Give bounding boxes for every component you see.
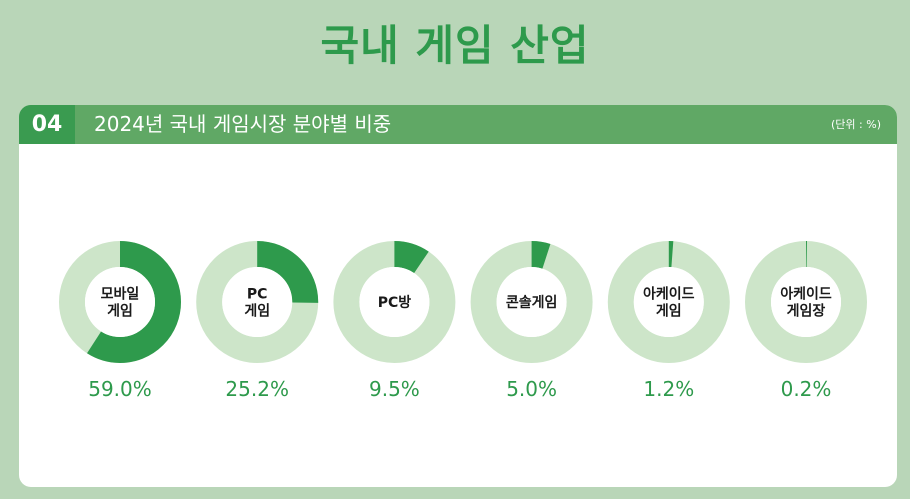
category-label: PC xyxy=(247,287,268,303)
category-label: 게임 xyxy=(656,304,682,320)
donut-slice xyxy=(333,241,456,363)
donut-slice xyxy=(745,241,867,363)
donut-slice xyxy=(196,241,319,363)
value-label: 5.0% xyxy=(506,377,557,401)
donut-hole xyxy=(633,267,704,337)
donut-hole xyxy=(85,267,155,337)
category-label: 콘솔게임 xyxy=(506,295,558,311)
donut-hole xyxy=(496,267,567,337)
donut-3: PC방 9.5% xyxy=(333,241,456,401)
value-label: 0.2% xyxy=(781,377,832,401)
category-label: 모바일 xyxy=(101,287,140,303)
donut-slice xyxy=(470,241,593,363)
value-label: 25.2% xyxy=(225,377,289,401)
section-number: 04 xyxy=(19,105,75,144)
category-label: PC방 xyxy=(378,294,412,311)
category-label: 아케이드 xyxy=(643,286,695,303)
value-label: 1.2% xyxy=(643,377,694,401)
donut-chart: 모바일게임59.0%PC게임25.2%PC방9.5%콘솔게임5.0%아케이드게임… xyxy=(59,241,867,401)
category-label: 아케이드 xyxy=(780,286,832,303)
unit-note: (단위 : %) xyxy=(831,118,881,131)
donut-slice xyxy=(607,241,730,363)
value-label: 59.0% xyxy=(88,377,152,401)
donut-hole xyxy=(359,267,430,337)
category-label: 게임장 xyxy=(787,303,826,320)
chart-card: 04 2024년 국내 게임시장 분야별 비중 (단위 : %) 모바일 게임 59… xyxy=(19,105,897,487)
donut-slice xyxy=(59,241,181,363)
category-label: 게임 xyxy=(107,304,133,320)
category-label: 게임 xyxy=(244,304,270,320)
section-title: 2024년 국내 게임시장 분야별 비중 xyxy=(94,112,392,136)
value-label: 9.5% xyxy=(369,377,420,401)
card-header: 04 2024년 국내 게임시장 분야별 비중 (단위 : %) xyxy=(19,105,897,144)
donut-hole xyxy=(771,267,841,337)
page-title: 국내 게임 산업 xyxy=(320,21,590,70)
donut-hole xyxy=(222,267,293,337)
donut-4: 콘솔게임 5.0% xyxy=(470,241,593,401)
